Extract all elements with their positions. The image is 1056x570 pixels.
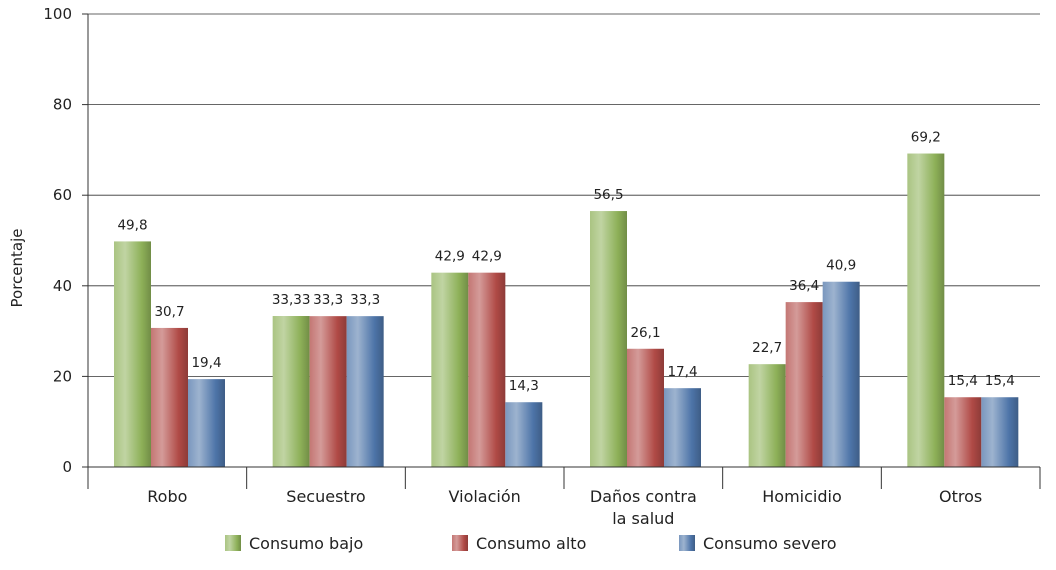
legend-label: Consumo bajo [249, 534, 363, 553]
bar [748, 364, 786, 467]
bars [114, 153, 1019, 468]
bar [272, 316, 310, 467]
data-label: 49,8 [117, 217, 147, 233]
y-tick-label: 80 [53, 96, 72, 114]
bar [627, 348, 664, 467]
legend-label: Consumo severo [703, 534, 837, 553]
bar [468, 272, 506, 467]
x-tick-label: Robo [147, 487, 187, 506]
x-tick-label: Secuestro [286, 487, 365, 506]
data-labels: 49,8 33,33 42,9 56,5 22,7 69,2 30,7 33,3 42,9 26,… [117, 130, 1014, 395]
legend-swatch [679, 535, 695, 551]
data-label: 15,4 [948, 373, 978, 389]
bar [505, 402, 543, 467]
bar [907, 153, 945, 468]
x-tick-label: Violación [449, 487, 521, 506]
bar [346, 316, 384, 467]
data-label: 42,9 [472, 249, 502, 265]
bar [590, 211, 627, 467]
data-label: 22,7 [752, 340, 782, 356]
data-label: 33,3 [350, 292, 380, 308]
bar [981, 397, 1019, 467]
gridlines [88, 13, 1040, 377]
bar [785, 302, 823, 467]
data-label: 30,7 [154, 304, 184, 320]
bar [114, 241, 151, 467]
y-axis-title: Porcentaje [8, 229, 26, 308]
y-tick-label: 60 [53, 186, 72, 204]
data-label: 15,4 [985, 373, 1015, 389]
data-label: 40,9 [826, 258, 856, 274]
data-label: 56,5 [593, 187, 623, 203]
data-label: 42,9 [435, 249, 465, 265]
bar [944, 397, 982, 467]
data-label: 17,4 [667, 364, 697, 380]
data-label: 33,3 [313, 292, 343, 308]
bar [151, 327, 188, 467]
legend-label: Consumo alto [476, 534, 586, 553]
bar [431, 272, 469, 467]
data-label: 26,1 [630, 325, 660, 341]
bar [309, 316, 347, 467]
data-label: 69,2 [911, 130, 941, 146]
data-label: 36,4 [789, 278, 819, 294]
y-tick-label: 40 [53, 277, 72, 295]
bar [822, 281, 860, 467]
axes: 0 20 40 60 80 100 Robo Secuestro Violación Daños … [43, 5, 1041, 528]
data-label: 33,33 [272, 292, 311, 308]
bar [664, 388, 701, 467]
data-label: 19,4 [191, 355, 221, 371]
legend-swatch [452, 535, 468, 551]
x-tick-label: Homicidio [762, 487, 841, 506]
data-label: 14,3 [509, 378, 539, 394]
x-tick-label: Otros [939, 487, 982, 506]
y-tick-label: 20 [53, 367, 72, 385]
legend-swatch [225, 535, 241, 551]
legend: Consumo bajo Consumo alto Consumo severo [225, 534, 837, 553]
y-tick-label: 100 [43, 5, 72, 23]
x-tick-label: Daños contra la salud [590, 487, 697, 528]
bar [188, 379, 225, 467]
y-tick-label: 0 [62, 458, 72, 476]
